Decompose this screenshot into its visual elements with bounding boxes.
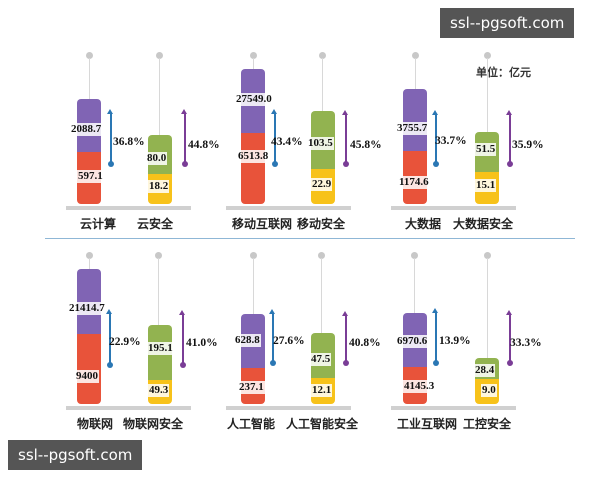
value-label: 18.2 — [148, 180, 170, 193]
bar-segment-industry-top — [403, 89, 427, 151]
growth-pct: 40.8% — [349, 337, 381, 349]
value-label: 195.1 — [147, 342, 174, 355]
growth-arrow-icon — [271, 109, 278, 167]
value-label: 6513.8 — [237, 150, 270, 163]
value-label: 15.1 — [475, 179, 497, 192]
value-label: 628.8 — [234, 334, 261, 347]
pin-icon — [86, 252, 93, 259]
category-label: 工控安全 — [463, 417, 512, 431]
growth-pct: 35.9% — [512, 139, 544, 151]
value-label: 12.1 — [311, 384, 333, 397]
value-label: 237.1 — [238, 381, 265, 394]
unit-label: 单位：亿元 — [476, 66, 531, 79]
pin-icon — [250, 52, 257, 59]
pin-icon — [411, 252, 418, 259]
value-label: 27549.0 — [235, 93, 273, 106]
category-label: 移动互联网 — [232, 217, 293, 231]
value-label: 2088.7 — [70, 123, 103, 136]
pin-icon — [155, 252, 162, 259]
category-label: 云计算 — [80, 217, 117, 231]
value-label: 103.5 — [307, 137, 334, 150]
value-label: 21414.7 — [68, 302, 106, 315]
growth-arrow-icon — [342, 110, 349, 167]
growth-pct: 36.8% — [113, 136, 145, 148]
growth-arrow-icon — [179, 310, 186, 368]
growth-arrow-icon — [342, 311, 349, 366]
pin-icon — [484, 52, 491, 59]
category-label: 物联网安全 — [123, 417, 184, 431]
value-label: 6970.6 — [396, 335, 429, 348]
value-label: 9.0 — [481, 384, 497, 397]
pin-icon — [412, 52, 419, 59]
value-label: 47.5 — [310, 353, 332, 366]
pin-icon — [86, 52, 93, 59]
growth-arrow-icon — [506, 310, 513, 366]
category-label: 大数据 — [405, 217, 442, 231]
growth-pct: 27.6% — [273, 335, 305, 347]
growth-pct: 44.8% — [188, 139, 220, 151]
value-label: 9400 — [75, 370, 99, 383]
bar-segment-industry-bottom — [241, 133, 265, 204]
bar-segment-industry-top — [77, 269, 101, 334]
value-label: 597.1 — [77, 170, 104, 183]
growth-pct: 43.4% — [271, 136, 303, 148]
value-label: 28.4 — [474, 364, 496, 377]
category-label: 工业互联网 — [397, 417, 458, 431]
growth-pct: 45.8% — [350, 139, 382, 151]
growth-pct: 41.0% — [186, 337, 218, 349]
pin-icon — [156, 52, 163, 59]
growth-arrow-icon — [432, 308, 439, 366]
pin-icon — [484, 252, 491, 259]
value-label: 80.0 — [146, 152, 168, 165]
category-label: 大数据安全 — [453, 217, 514, 231]
growth-arrow-icon — [107, 109, 114, 167]
value-label: 22.9 — [311, 178, 333, 191]
growth-pct: 22.9% — [109, 336, 141, 348]
bar-segment-industry-bottom — [77, 334, 101, 404]
value-label: 51.5 — [475, 143, 497, 156]
row-divider — [45, 238, 575, 239]
category-label: 移动安全 — [297, 217, 346, 231]
watermark-top: ssl--pgsoft.com — [440, 8, 575, 38]
pin-icon — [318, 252, 325, 259]
category-label: 人工智能安全 — [286, 417, 359, 431]
category-label: 人工智能 — [227, 417, 276, 431]
growth-pct: 13.9% — [439, 335, 471, 347]
category-label: 云安全 — [137, 217, 174, 231]
pin-icon — [250, 252, 257, 259]
growth-pct: 33.7% — [435, 135, 467, 147]
pin-icon — [319, 52, 326, 59]
value-label: 1174.6 — [398, 176, 430, 189]
growth-pct: 33.3% — [510, 337, 542, 349]
growth-arrow-icon — [269, 309, 276, 366]
value-label: 49.3 — [148, 384, 170, 397]
category-label: 物联网 — [77, 417, 114, 431]
growth-arrow-icon — [106, 309, 113, 368]
growth-arrow-icon — [181, 109, 188, 167]
growth-arrow-icon — [506, 110, 513, 167]
watermark-bottom: ssl--pgsoft.com — [8, 440, 143, 470]
value-label: 3755.7 — [396, 122, 429, 135]
growth-arrow-icon — [432, 110, 439, 167]
value-label: 4145.3 — [403, 380, 436, 393]
